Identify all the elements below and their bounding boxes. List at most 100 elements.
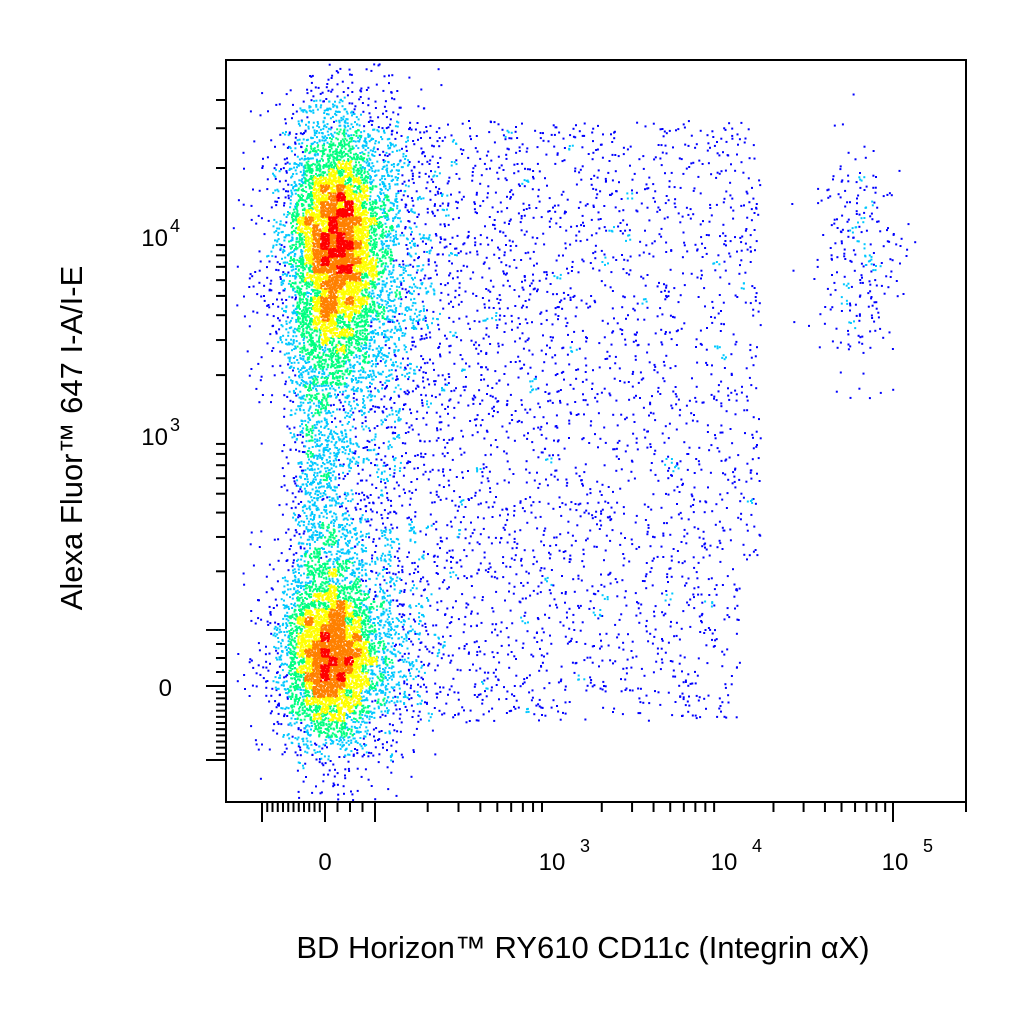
scatter-point xyxy=(847,235,850,238)
scatter-point xyxy=(541,661,544,664)
scatter-point xyxy=(372,405,375,408)
scatter-point xyxy=(732,217,735,220)
scatter-point xyxy=(528,691,531,694)
scatter-point xyxy=(882,195,885,198)
scatter-point xyxy=(331,115,334,118)
scatter-point xyxy=(393,541,396,544)
scatter-point xyxy=(420,577,422,580)
scatter-point xyxy=(511,622,514,625)
scatter-point xyxy=(573,671,576,674)
scatter-point xyxy=(746,192,749,195)
scatter-point xyxy=(400,615,403,618)
scatter-point xyxy=(712,306,715,309)
scatter-point xyxy=(711,510,714,513)
scatter-point xyxy=(709,207,712,209)
scatter-point xyxy=(420,355,423,358)
scatter-point xyxy=(874,279,877,282)
scatter-point xyxy=(515,699,518,702)
scatter-point xyxy=(301,451,304,453)
scatter-point xyxy=(268,289,271,292)
scatter-point xyxy=(685,422,688,425)
scatter-point xyxy=(545,478,547,481)
scatter-point xyxy=(266,313,269,316)
scatter-point xyxy=(711,130,714,133)
scatter-point xyxy=(485,429,488,432)
scatter-point xyxy=(848,321,851,324)
scatter-point xyxy=(292,289,295,292)
scatter-point xyxy=(600,391,603,394)
scatter-point xyxy=(274,175,277,178)
scatter-point xyxy=(564,601,566,604)
scatter-point xyxy=(540,540,543,543)
scatter-point xyxy=(527,572,530,575)
scatter-point xyxy=(758,302,761,305)
scatter-point xyxy=(440,600,443,603)
scatter-point xyxy=(471,434,474,437)
scatter-point xyxy=(729,255,732,258)
scatter-point xyxy=(481,596,484,599)
scatter-point xyxy=(277,341,280,344)
scatter-point xyxy=(529,284,531,287)
scatter-point xyxy=(376,406,379,409)
scatter-point xyxy=(465,602,468,605)
scatter-point xyxy=(293,348,296,350)
scatter-point xyxy=(408,693,411,696)
scatter-point xyxy=(677,513,680,516)
scatter-point xyxy=(674,386,677,388)
scatter-point xyxy=(356,789,359,792)
scatter-point xyxy=(514,554,517,557)
scatter-point xyxy=(602,133,604,136)
scatter-point xyxy=(423,440,426,443)
scatter-point xyxy=(398,591,401,594)
scatter-point xyxy=(564,685,567,688)
scatter-point xyxy=(393,487,396,490)
scatter-point xyxy=(295,552,298,555)
scatter-point xyxy=(607,573,610,576)
scatter-point xyxy=(587,306,590,309)
scatter-point xyxy=(672,390,675,393)
scatter-point xyxy=(465,252,468,255)
scatter-point xyxy=(539,647,541,650)
scatter-point xyxy=(650,508,653,511)
scatter-point xyxy=(706,431,709,433)
scatter-point xyxy=(556,478,559,481)
scatter-point xyxy=(258,401,261,404)
scatter-point xyxy=(846,302,849,305)
scatter-point xyxy=(843,248,846,251)
scatter-point xyxy=(404,432,407,434)
scatter-point xyxy=(620,532,623,535)
scatter-point xyxy=(294,506,297,509)
scatter-point xyxy=(420,666,423,669)
scatter-point xyxy=(397,659,400,662)
scatter-point xyxy=(395,579,398,582)
scatter-point xyxy=(392,300,395,302)
scatter-point xyxy=(678,684,681,687)
scatter-point xyxy=(422,376,425,379)
scatter-point xyxy=(350,522,353,525)
scatter-point xyxy=(685,404,688,407)
scatter-point xyxy=(675,621,678,624)
scatter-point xyxy=(446,626,449,629)
scatter-point xyxy=(594,244,597,247)
scatter-point xyxy=(408,426,411,429)
scatter-point xyxy=(683,528,686,531)
scatter-point xyxy=(515,573,518,576)
scatter-point xyxy=(692,593,695,596)
scatter-point xyxy=(706,364,709,366)
scatter-point xyxy=(657,386,660,389)
scatter-point xyxy=(746,409,749,412)
scatter-point xyxy=(394,355,397,358)
scatter-point xyxy=(405,244,408,246)
scatter-point xyxy=(418,710,421,713)
scatter-point xyxy=(702,537,705,540)
scatter-point xyxy=(742,282,745,285)
scatter-point xyxy=(266,680,269,682)
scatter-point xyxy=(847,229,850,232)
scatter-point xyxy=(896,295,899,298)
scatter-point xyxy=(734,169,737,172)
scatter-point xyxy=(454,331,457,334)
scatter-point xyxy=(457,252,460,255)
scatter-point xyxy=(382,589,384,592)
scatter-point xyxy=(292,571,295,574)
scatter-point xyxy=(732,209,735,212)
